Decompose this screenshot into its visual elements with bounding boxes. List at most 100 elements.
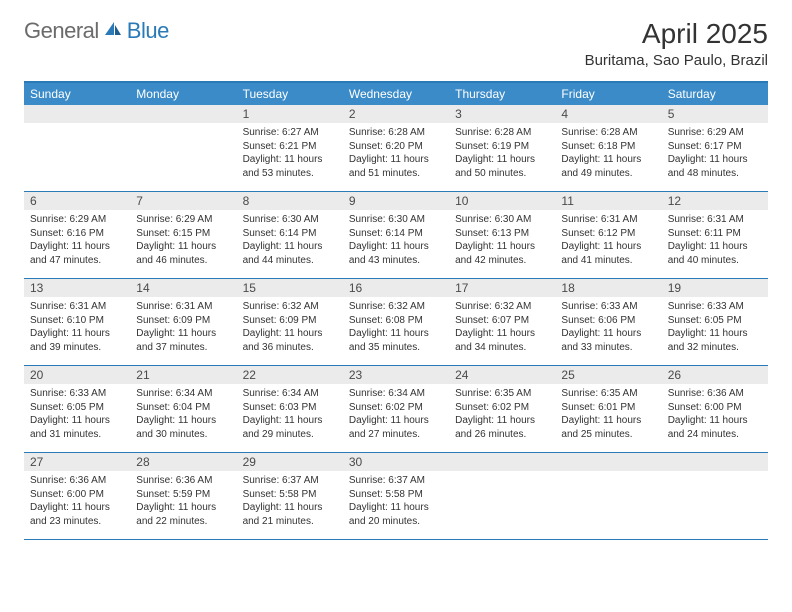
week-row: 27Sunrise: 6:36 AMSunset: 6:00 PMDayligh… [24, 453, 768, 540]
day-number-empty [555, 453, 661, 471]
daylight-line: Daylight: 11 hours and 32 minutes. [668, 327, 762, 354]
daylight-line: Daylight: 11 hours and 43 minutes. [349, 240, 443, 267]
day-body: Sunrise: 6:35 AMSunset: 6:01 PMDaylight:… [555, 384, 661, 445]
daylight-line: Daylight: 11 hours and 35 minutes. [349, 327, 443, 354]
day-body: Sunrise: 6:32 AMSunset: 6:07 PMDaylight:… [449, 297, 555, 358]
day-cell: 15Sunrise: 6:32 AMSunset: 6:09 PMDayligh… [237, 279, 343, 365]
sunset-line: Sunset: 6:14 PM [349, 227, 443, 241]
sunset-line: Sunset: 6:18 PM [561, 140, 655, 154]
day-number: 21 [130, 366, 236, 384]
day-cell: 4Sunrise: 6:28 AMSunset: 6:18 PMDaylight… [555, 105, 661, 191]
day-body: Sunrise: 6:37 AMSunset: 5:58 PMDaylight:… [237, 471, 343, 532]
day-cell: 26Sunrise: 6:36 AMSunset: 6:00 PMDayligh… [662, 366, 768, 452]
day-number: 25 [555, 366, 661, 384]
day-cell: 24Sunrise: 6:35 AMSunset: 6:02 PMDayligh… [449, 366, 555, 452]
daylight-line: Daylight: 11 hours and 20 minutes. [349, 501, 443, 528]
day-body: Sunrise: 6:28 AMSunset: 6:19 PMDaylight:… [449, 123, 555, 184]
day-body: Sunrise: 6:33 AMSunset: 6:05 PMDaylight:… [24, 384, 130, 445]
day-body: Sunrise: 6:33 AMSunset: 6:05 PMDaylight:… [662, 297, 768, 358]
day-body: Sunrise: 6:30 AMSunset: 6:14 PMDaylight:… [237, 210, 343, 271]
location: Buritama, Sao Paulo, Brazil [585, 52, 768, 69]
daylight-line: Daylight: 11 hours and 23 minutes. [30, 501, 124, 528]
week-row: 6Sunrise: 6:29 AMSunset: 6:16 PMDaylight… [24, 192, 768, 279]
day-body: Sunrise: 6:31 AMSunset: 6:11 PMDaylight:… [662, 210, 768, 271]
daylight-line: Daylight: 11 hours and 27 minutes. [349, 414, 443, 441]
day-number: 19 [662, 279, 768, 297]
daylight-line: Daylight: 11 hours and 48 minutes. [668, 153, 762, 180]
day-cell: 17Sunrise: 6:32 AMSunset: 6:07 PMDayligh… [449, 279, 555, 365]
sunrise-line: Sunrise: 6:30 AM [455, 213, 549, 227]
day-body: Sunrise: 6:36 AMSunset: 5:59 PMDaylight:… [130, 471, 236, 532]
day-body: Sunrise: 6:30 AMSunset: 6:13 PMDaylight:… [449, 210, 555, 271]
day-number-empty [24, 105, 130, 123]
day-cell: 3Sunrise: 6:28 AMSunset: 6:19 PMDaylight… [449, 105, 555, 191]
day-number: 5 [662, 105, 768, 123]
day-number: 6 [24, 192, 130, 210]
sunrise-line: Sunrise: 6:33 AM [30, 387, 124, 401]
sunrise-line: Sunrise: 6:28 AM [561, 126, 655, 140]
day-cell [24, 105, 130, 191]
weekday-header-row: SundayMondayTuesdayWednesdayThursdayFrid… [24, 83, 768, 105]
sunrise-line: Sunrise: 6:31 AM [30, 300, 124, 314]
day-cell: 22Sunrise: 6:34 AMSunset: 6:03 PMDayligh… [237, 366, 343, 452]
weekday-header: Friday [555, 83, 661, 105]
day-number: 24 [449, 366, 555, 384]
day-cell: 20Sunrise: 6:33 AMSunset: 6:05 PMDayligh… [24, 366, 130, 452]
day-body: Sunrise: 6:30 AMSunset: 6:14 PMDaylight:… [343, 210, 449, 271]
day-body: Sunrise: 6:36 AMSunset: 6:00 PMDaylight:… [24, 471, 130, 532]
sunrise-line: Sunrise: 6:28 AM [455, 126, 549, 140]
logo: General Blue [24, 18, 169, 44]
day-number: 28 [130, 453, 236, 471]
day-number-empty [130, 105, 236, 123]
sunrise-line: Sunrise: 6:29 AM [30, 213, 124, 227]
day-cell: 6Sunrise: 6:29 AMSunset: 6:16 PMDaylight… [24, 192, 130, 278]
weeks-container: 1Sunrise: 6:27 AMSunset: 6:21 PMDaylight… [24, 105, 768, 540]
sunrise-line: Sunrise: 6:35 AM [561, 387, 655, 401]
sunrise-line: Sunrise: 6:34 AM [349, 387, 443, 401]
sunset-line: Sunset: 6:11 PM [668, 227, 762, 241]
day-number: 14 [130, 279, 236, 297]
sunrise-line: Sunrise: 6:35 AM [455, 387, 549, 401]
day-body: Sunrise: 6:31 AMSunset: 6:12 PMDaylight:… [555, 210, 661, 271]
sunset-line: Sunset: 6:03 PM [243, 401, 337, 415]
daylight-line: Daylight: 11 hours and 34 minutes. [455, 327, 549, 354]
sunrise-line: Sunrise: 6:37 AM [349, 474, 443, 488]
day-body: Sunrise: 6:28 AMSunset: 6:20 PMDaylight:… [343, 123, 449, 184]
daylight-line: Daylight: 11 hours and 21 minutes. [243, 501, 337, 528]
day-number: 20 [24, 366, 130, 384]
sunset-line: Sunset: 6:10 PM [30, 314, 124, 328]
day-number: 16 [343, 279, 449, 297]
day-number: 11 [555, 192, 661, 210]
week-row: 13Sunrise: 6:31 AMSunset: 6:10 PMDayligh… [24, 279, 768, 366]
sunset-line: Sunset: 6:09 PM [243, 314, 337, 328]
daylight-line: Daylight: 11 hours and 22 minutes. [136, 501, 230, 528]
weekday-header: Thursday [449, 83, 555, 105]
day-body: Sunrise: 6:37 AMSunset: 5:58 PMDaylight:… [343, 471, 449, 532]
day-cell: 12Sunrise: 6:31 AMSunset: 6:11 PMDayligh… [662, 192, 768, 278]
sunset-line: Sunset: 6:09 PM [136, 314, 230, 328]
sunrise-line: Sunrise: 6:36 AM [30, 474, 124, 488]
weekday-header: Tuesday [237, 83, 343, 105]
sunrise-line: Sunrise: 6:30 AM [243, 213, 337, 227]
sunrise-line: Sunrise: 6:31 AM [668, 213, 762, 227]
sunrise-line: Sunrise: 6:32 AM [455, 300, 549, 314]
day-body: Sunrise: 6:29 AMSunset: 6:15 PMDaylight:… [130, 210, 236, 271]
daylight-line: Daylight: 11 hours and 51 minutes. [349, 153, 443, 180]
day-number: 17 [449, 279, 555, 297]
day-body: Sunrise: 6:31 AMSunset: 6:10 PMDaylight:… [24, 297, 130, 358]
day-body: Sunrise: 6:35 AMSunset: 6:02 PMDaylight:… [449, 384, 555, 445]
day-cell: 14Sunrise: 6:31 AMSunset: 6:09 PMDayligh… [130, 279, 236, 365]
sunset-line: Sunset: 6:02 PM [349, 401, 443, 415]
daylight-line: Daylight: 11 hours and 25 minutes. [561, 414, 655, 441]
day-cell: 8Sunrise: 6:30 AMSunset: 6:14 PMDaylight… [237, 192, 343, 278]
day-cell: 2Sunrise: 6:28 AMSunset: 6:20 PMDaylight… [343, 105, 449, 191]
logo-text-blue: Blue [127, 18, 169, 44]
day-cell: 7Sunrise: 6:29 AMSunset: 6:15 PMDaylight… [130, 192, 236, 278]
week-row: 1Sunrise: 6:27 AMSunset: 6:21 PMDaylight… [24, 105, 768, 192]
day-number-empty [449, 453, 555, 471]
sunrise-line: Sunrise: 6:36 AM [668, 387, 762, 401]
sunset-line: Sunset: 6:08 PM [349, 314, 443, 328]
sunset-line: Sunset: 6:02 PM [455, 401, 549, 415]
day-number: 12 [662, 192, 768, 210]
sunrise-line: Sunrise: 6:33 AM [561, 300, 655, 314]
